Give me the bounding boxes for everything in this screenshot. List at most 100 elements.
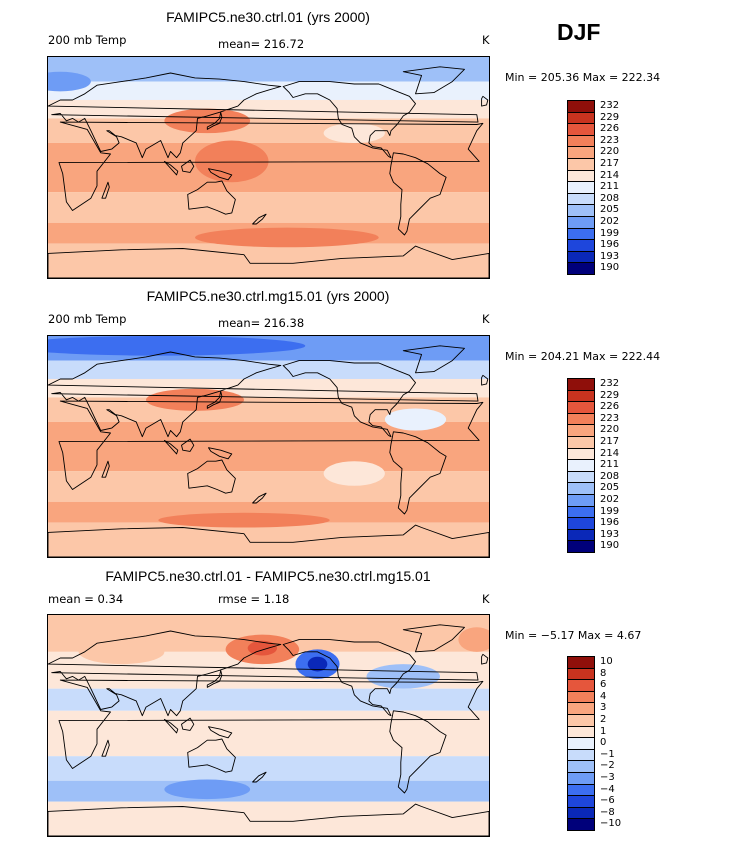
panel-3-colorbar-label: 3 [600,702,607,714]
panel-3-coastline-8 [402,624,465,653]
panel-1-colorbar-label: 229 [600,111,620,123]
panel-1-coastline-10 [48,245,489,278]
panel-3-band-2 [48,688,489,711]
panel-2-coastline-5 [181,438,195,452]
panel-3-band-3 [48,710,489,757]
panel-2-colorbar-label: 220 [600,424,620,436]
panel-2-colorbar-label: 229 [600,389,620,401]
panel-3-coastline-5 [181,717,195,731]
panel-2-band-1 [48,360,489,379]
panel-1-colorbar-label: 199 [600,227,620,239]
panel-1-coastline-7 [282,81,416,159]
panel-3-colorbar-swatch [567,818,595,831]
panel-1-colorbar-label: 214 [600,169,620,181]
panel-1-colorbar-label: 196 [600,239,620,251]
panel-2-coastline-6 [163,439,179,455]
panel-1-coastline-1 [48,72,479,159]
panel-1-band-2 [48,99,489,119]
panel-1-coastline-9 [389,152,447,236]
panel-2-variable-label: 200 mb Temp [48,312,127,326]
panel-3-colorbar-label: −1 [600,748,615,760]
panel-2-map [47,335,490,558]
panel-3-coastline-12 [101,739,110,757]
panel-3-band-4 [48,756,489,781]
panel-2-coastline-4 [208,447,233,460]
panel-3-coastline-6 [163,718,179,734]
panel-1-anomaly-2 [195,227,379,248]
panel-3-coastline-7 [282,639,416,717]
panel-1-anomaly-1 [164,108,251,134]
panel-2-minmax: Min = 204.21 Max = 222.44 [505,350,661,363]
panel-1-colorbar-label: 217 [600,158,620,169]
panel-2-colorbar-label: 208 [600,470,620,482]
panel-2-band-6 [48,501,489,523]
panel-2-coastline-8 [402,345,465,374]
panel-2-colorbar-label: 214 [600,447,620,459]
panel-1-band-1 [48,81,489,100]
panel-3-colorbar-label: −10 [600,818,622,830]
panel-3-coastline-3 [187,738,236,773]
panel-1-coastline-4 [208,168,233,181]
panel-1-colorbar-label: 226 [600,123,620,135]
panel-2-coastline-1 [48,351,479,438]
panel-2-colorbar-swatch [567,540,595,553]
panel-3-coastline-4 [208,726,233,739]
panel-1-title: FAMIPC5.ne30.ctrl.01 (yrs 2000) [166,9,370,25]
panel-3-coastline-2 [206,669,223,688]
panel-1-colorbar: 232 229 226 223 220 217 214 211 208 205 202 199 196 1… [567,100,637,275]
panel-3-colorbar-label: −8 [600,806,615,818]
panel-3-colorbar-label: 10 [600,656,613,667]
panel-2-colorbar-label: 205 [600,482,620,494]
panel-2-coastline-0 [58,400,484,490]
panel-1-coastline-11 [481,95,489,107]
panel-1-minmax: Min = 205.36 Max = 222.34 [505,71,661,84]
panel-1-anomaly-3 [323,123,385,143]
panel-3-colorbar-label: 6 [600,679,607,691]
panel-2-anomaly-3 [384,408,447,431]
panel-3-colorbar-label: −2 [600,760,615,772]
panel-1-mean-label: mean= 216.72 [218,37,305,51]
panel-2-coastline-13 [252,492,267,504]
panel-3-colorbar-label: 8 [600,667,607,679]
panel-3-anomaly-4 [78,639,165,665]
panel-3-anomaly-5 [366,664,440,689]
panel-2-mean-label: mean= 216.38 [218,316,305,330]
panel-1-variable-label: 200 mb Temp [48,33,127,47]
panel-2-coastline-3 [187,459,236,494]
panel-1-colorbar-label: 205 [600,204,620,216]
panel-3-map [47,614,490,837]
panel-1-map [47,56,490,279]
panel-2-map-svg [48,336,489,557]
panel-1-colorbar-label: 232 [600,100,620,111]
panel-3-map-svg [48,615,489,836]
panel-2-coastline-10 [48,524,489,557]
panel-2-colorbar-label: 226 [600,401,620,413]
season-label: DJF [557,19,601,45]
panel-2-title: FAMIPC5.ne30.ctrl.mg15.01 (yrs 2000) [146,288,390,304]
panel-2-anomaly-0 [146,388,244,411]
panel-3-anomaly-1 [247,640,278,656]
panel-3-coastline-9 [389,710,447,794]
panel-3-colorbar-label: 4 [600,690,607,702]
panel-3-coastline-11 [481,653,489,665]
panel-3-coastline-13 [252,771,267,783]
panel-2-coastline-11 [481,374,489,386]
panel-3-colorbar-label: −4 [600,783,615,795]
panel-3-mean-label: mean = 0.34 [48,592,124,606]
panel-2-colorbar-label: 202 [600,494,620,505]
panel-2-colorbar-label: 199 [600,505,620,517]
panel-1-colorbar-label: 190 [600,262,620,274]
panel-3-band-5 [48,780,489,802]
panel-3-coastline-0 [58,679,484,769]
panel-1-colorbar-swatch [567,262,595,275]
panel-1-colorbar-label: 208 [600,192,620,204]
panel-3-colorbar-label: 2 [600,714,607,725]
panel-1-coastline-12 [101,181,110,199]
panel-1-colorbar-label: 202 [600,216,620,227]
panel-2-colorbar-label: 217 [600,436,620,447]
panel-2-units-label: K [482,312,490,326]
panel-1-band-4 [48,142,489,193]
panel-3-colorbar-label: 1 [600,725,607,737]
panel-2-colorbar-label: 190 [600,540,620,552]
panel-1-coastline-6 [163,160,179,176]
